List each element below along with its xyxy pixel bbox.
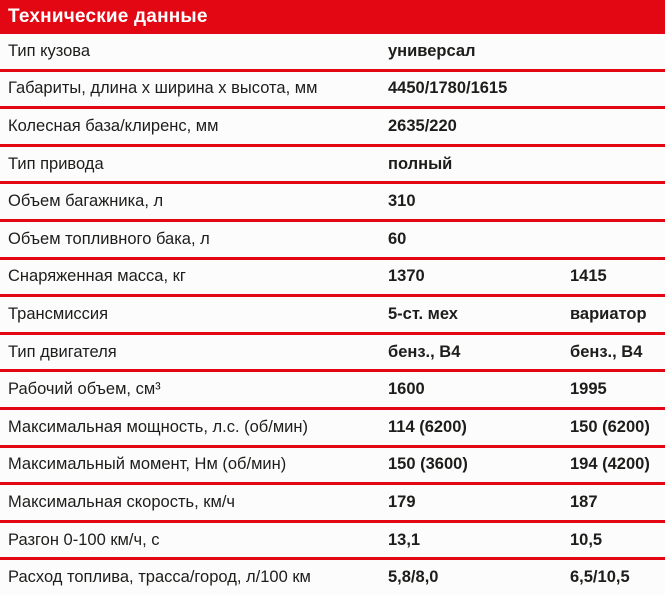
row-value-primary: 13,1 xyxy=(388,530,421,549)
row-value-primary: полный xyxy=(388,154,453,173)
row-label: Колесная база/клиренс, мм xyxy=(8,116,219,135)
row-label: Снаряженная масса, кг xyxy=(8,267,186,286)
table-rows: Тип кузова универсал Габариты, длина х шир… xyxy=(0,34,665,595)
row-label: Трансмиссия xyxy=(8,304,109,323)
row-value-primary: бенз., В4 xyxy=(388,342,461,361)
row-value-primary: 5-ст. мех xyxy=(388,304,458,323)
row-label: Тип двигателя xyxy=(8,342,117,361)
row-value-primary: универсал xyxy=(388,41,476,60)
row-label: Объем топливного бака, л xyxy=(8,229,210,248)
row-value-secondary: 6,5/10,5 xyxy=(570,568,630,587)
row-label: Максимальный момент, Нм (об/мин) xyxy=(8,455,287,474)
row-value-secondary: 1415 xyxy=(570,267,607,286)
table-row: Максимальный момент, Нм (об/мин) 150 (360… xyxy=(0,447,665,486)
row-value-secondary: 150 (6200) xyxy=(570,417,650,436)
table-row: Снаряженная масса, кг 1370 1415 xyxy=(0,259,665,298)
row-value-secondary: 10,5 xyxy=(570,530,603,549)
row-value-primary: 1370 xyxy=(388,267,425,286)
row-value-secondary: бенз., В4 xyxy=(570,342,643,361)
table-row: Тип двигателя бенз., В4 бенз., В4 xyxy=(0,334,665,373)
table-row: Тип кузова универсал xyxy=(0,34,665,72)
row-value-secondary: 194 (4200) xyxy=(570,455,650,474)
row-value-secondary: вариатор xyxy=(570,304,647,323)
row-value-primary: 5,8/8,0 xyxy=(388,568,439,587)
row-value-primary: 2635/220 xyxy=(388,116,457,135)
row-label: Расход топлива, трасса/город, л/100 км xyxy=(8,568,311,587)
table-row: Колесная база/клиренс, мм 2635/220 xyxy=(0,109,665,147)
row-value-primary: 60 xyxy=(388,229,407,248)
row-value-secondary: 187 xyxy=(570,492,598,511)
table-row: Объем багажника, л 310 xyxy=(0,184,665,222)
table-row: Рабочий объем, см³ 1600 1995 xyxy=(0,372,665,410)
table-title: Технические данные xyxy=(8,6,208,27)
table-row: Объем топливного бака, л 60 xyxy=(0,221,665,260)
row-value-primary: 1600 xyxy=(388,380,425,399)
row-label: Максимальная скорость, км/ч xyxy=(8,492,236,511)
row-label: Тип привода xyxy=(8,154,104,173)
row-value-primary: 114 (6200) xyxy=(388,417,467,436)
table-row: Расход топлива, трасса/город, л/100 км 5,… xyxy=(0,560,665,595)
table-row: Максимальная мощность, л.с. (об/мин) 114 … xyxy=(0,409,665,448)
row-label: Разгон 0-100 км/ч, с xyxy=(8,530,160,549)
table-row: Габариты, длина х ширина х высота, мм 445… xyxy=(0,71,665,110)
row-label: Объем багажника, л xyxy=(8,192,164,211)
table-row: Максимальная скорость, км/ч 179 187 xyxy=(0,485,665,523)
row-label: Рабочий объем, см³ xyxy=(8,380,161,399)
table-row: Трансмиссия 5-ст. мех вариатор xyxy=(0,297,665,335)
row-value-primary: 310 xyxy=(388,192,416,211)
row-value-primary: 179 xyxy=(388,492,416,511)
table-header: Технические данные xyxy=(0,0,665,34)
row-value-primary: 4450/1780/1615 xyxy=(388,79,508,98)
table-row: Разгон 0-100 км/ч, с 13,1 10,5 xyxy=(0,522,665,561)
row-value-secondary: 1995 xyxy=(570,380,607,399)
row-value-primary: 150 (3600) xyxy=(388,455,468,474)
row-label: Максимальная мощность, л.с. (об/мин) xyxy=(8,417,308,436)
row-label: Габариты, длина х ширина х высота, мм xyxy=(8,79,318,98)
row-label: Тип кузова xyxy=(8,41,91,60)
table-row: Тип привода полный xyxy=(0,146,665,185)
